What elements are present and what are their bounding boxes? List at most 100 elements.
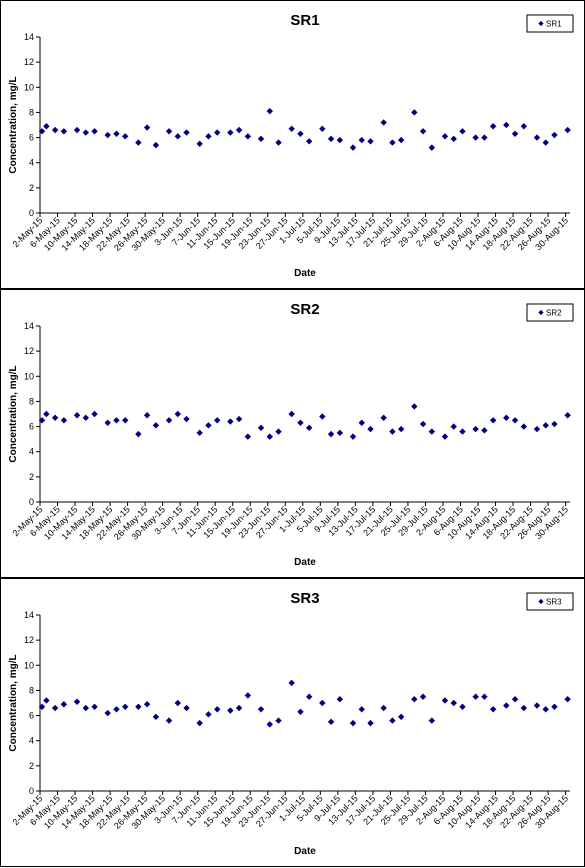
- data-point: [367, 138, 374, 145]
- y-tick-label: 14: [24, 610, 34, 620]
- data-point: [143, 124, 151, 131]
- data-point: [51, 126, 59, 134]
- data-point: [441, 133, 449, 140]
- data-point: [411, 109, 418, 116]
- data-point: [73, 126, 81, 134]
- data-point: [397, 425, 405, 433]
- data-point: [472, 425, 479, 433]
- data-point: [122, 133, 129, 140]
- data-point: [419, 420, 427, 428]
- data-point: [266, 107, 273, 115]
- legend-marker: [538, 598, 544, 605]
- chart-title: SR3: [290, 590, 319, 607]
- y-tick-label: 8: [29, 107, 34, 117]
- data-point: [257, 135, 265, 143]
- chart-2: SR3024681012142-May-156-May-1510-May-151…: [0, 578, 585, 867]
- data-point: [152, 141, 160, 149]
- data-point: [135, 139, 142, 146]
- data-point: [533, 702, 541, 709]
- y-tick-label: 10: [24, 82, 34, 92]
- data-point: [73, 412, 81, 419]
- data-point: [358, 136, 365, 144]
- data-point: [122, 417, 129, 424]
- x-axis-title: Date: [294, 846, 316, 857]
- data-point: [533, 134, 541, 141]
- data-point: [336, 136, 344, 144]
- data-point: [349, 144, 357, 151]
- data-point: [319, 699, 326, 707]
- y-tick-label: 6: [29, 133, 34, 143]
- legend: SR1: [526, 14, 574, 33]
- data-point: [542, 422, 549, 429]
- data-point: [143, 412, 151, 419]
- data-point: [520, 423, 528, 430]
- y-axis-title: Concentration, mg/L: [8, 654, 19, 751]
- data-point: [511, 130, 519, 137]
- chart-panel-border: [0, 578, 585, 867]
- chart-title: SR1: [290, 12, 319, 29]
- data-point: [305, 138, 313, 145]
- legend: SR3: [526, 592, 574, 611]
- data-point: [143, 701, 151, 708]
- y-tick-label: 0: [29, 208, 34, 218]
- data-point: [60, 128, 68, 135]
- data-point: [113, 417, 120, 424]
- data-point: [459, 428, 466, 435]
- data-point: [38, 128, 46, 135]
- data-point: [174, 133, 181, 140]
- y-axis-title: Concentration, mg/L: [8, 365, 19, 462]
- y-tick-label: 4: [29, 736, 34, 746]
- data-point: [511, 417, 519, 424]
- data-point: [235, 126, 243, 134]
- data-point: [51, 704, 59, 712]
- data-point: [275, 428, 282, 435]
- data-point: [450, 135, 457, 143]
- data-point: [503, 414, 510, 421]
- data-point: [205, 133, 212, 140]
- legend-box: [526, 303, 574, 322]
- y-tick-label: 2: [29, 761, 34, 771]
- chart-title: SR2: [290, 301, 319, 318]
- data-point: [450, 423, 457, 430]
- data-point: [165, 717, 173, 724]
- data-point: [183, 415, 190, 423]
- y-tick-label: 12: [24, 57, 34, 67]
- data-point: [244, 692, 252, 699]
- data-point: [60, 701, 68, 708]
- y-tick-label: 14: [24, 321, 34, 331]
- data-point: [489, 417, 497, 424]
- data-point: [91, 410, 98, 418]
- data-point: [441, 697, 449, 704]
- data-point: [104, 709, 111, 717]
- data-point: [227, 129, 234, 136]
- data-point: [152, 422, 160, 429]
- data-point: [196, 140, 203, 148]
- data-point: [551, 131, 558, 139]
- data-point: [472, 134, 479, 141]
- data-point: [397, 136, 405, 144]
- data-point: [389, 139, 396, 146]
- data-point: [244, 133, 252, 140]
- data-point: [520, 123, 528, 130]
- data-point: [288, 410, 295, 418]
- y-tick-label: 14: [24, 32, 34, 42]
- data-point: [82, 704, 90, 712]
- data-point: [43, 697, 50, 704]
- legend: SR2: [526, 303, 574, 322]
- data-point: [380, 119, 387, 126]
- y-tick-label: 10: [24, 371, 34, 381]
- data-point: [43, 410, 50, 418]
- y-tick-label: 2: [29, 183, 34, 193]
- legend-marker: [538, 309, 544, 316]
- data-point: [319, 413, 326, 420]
- data-point: [43, 123, 50, 130]
- data-point: [481, 134, 488, 141]
- y-tick-label: 2: [29, 472, 34, 482]
- data-point: [135, 430, 142, 438]
- data-point: [60, 417, 68, 424]
- data-point: [235, 704, 243, 712]
- data-point: [174, 410, 181, 418]
- data-point: [297, 419, 304, 426]
- y-tick-label: 8: [29, 685, 34, 695]
